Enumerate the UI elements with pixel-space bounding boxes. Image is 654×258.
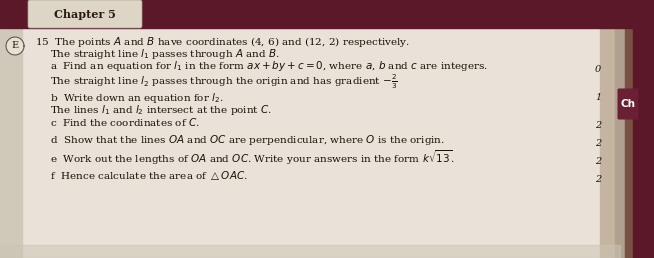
Text: Chapter 5: Chapter 5 (54, 10, 116, 20)
Text: 0: 0 (595, 66, 601, 75)
Bar (0, 245, 620, 258)
Bar (0, 0, 654, 28)
Bar (633, 0, 654, 258)
Text: d  Show that the lines $OA$ and $OC$ are perpendicular, where $O$ is the origin.: d Show that the lines $OA$ and $OC$ are … (50, 133, 445, 147)
Text: f  Hence calculate the area of $\triangle OAC$.: f Hence calculate the area of $\triangle… (50, 170, 248, 182)
FancyBboxPatch shape (28, 0, 142, 28)
Text: 2: 2 (595, 140, 601, 149)
Text: a  Find an equation for $l_1$ in the form $ax + by + c = 0$, where $a$, $b$ and : a Find an equation for $l_1$ in the form… (50, 59, 488, 73)
Text: b  Write down an equation for $l_2$.: b Write down an equation for $l_2$. (50, 91, 224, 105)
Bar (600, 0, 620, 258)
Bar (0, 28, 22, 258)
Text: Ch: Ch (621, 99, 636, 109)
Text: 1: 1 (595, 93, 601, 102)
Text: 2: 2 (595, 157, 601, 166)
Text: E: E (11, 42, 18, 51)
FancyBboxPatch shape (617, 88, 638, 119)
Bar (625, 0, 635, 258)
Text: 15  The points $A$ and $B$ have coordinates (4, 6) and (12, 2) respectively.: 15 The points $A$ and $B$ have coordinat… (35, 35, 410, 49)
Text: 2: 2 (595, 122, 601, 131)
Text: 2: 2 (595, 175, 601, 184)
Text: e  Work out the lengths of $OA$ and $OC$. Write your answers in the form $k\sqrt: e Work out the lengths of $OA$ and $OC$.… (50, 149, 455, 167)
Polygon shape (6, 37, 24, 55)
Text: The straight line $l_2$ passes through the origin and has gradient $-\frac{2}{3}: The straight line $l_2$ passes through t… (50, 73, 398, 91)
Text: c  Find the coordinates of $C$.: c Find the coordinates of $C$. (50, 116, 200, 128)
Text: The straight line $l_1$ passes through $A$ and $B$.: The straight line $l_1$ passes through $… (50, 47, 280, 61)
Text: The lines $l_1$ and $l_2$ intersect at the point $C$.: The lines $l_1$ and $l_2$ intersect at t… (50, 103, 272, 117)
Bar (615, 0, 630, 258)
